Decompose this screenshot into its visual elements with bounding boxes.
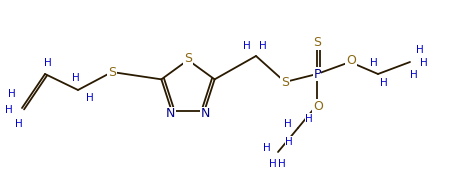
Text: H: H (305, 114, 313, 124)
Text: O: O (313, 100, 323, 113)
Text: H: H (44, 58, 52, 68)
Text: S: S (184, 53, 192, 66)
Text: H: H (370, 58, 378, 68)
Text: H: H (86, 93, 94, 103)
Text: N: N (201, 107, 210, 120)
Text: O: O (346, 55, 356, 68)
Text: H: H (410, 70, 418, 80)
Text: H: H (416, 45, 424, 55)
Text: H: H (269, 159, 277, 169)
Text: H: H (259, 41, 267, 51)
Text: H: H (380, 78, 388, 88)
Text: H: H (284, 119, 292, 129)
Text: P: P (313, 68, 321, 81)
Text: H: H (72, 73, 80, 83)
Text: S: S (281, 76, 289, 89)
Text: H: H (285, 137, 293, 147)
Text: H: H (243, 41, 251, 51)
Text: H: H (278, 159, 286, 169)
Text: H: H (263, 143, 271, 153)
Text: S: S (313, 36, 321, 49)
Text: H: H (8, 89, 16, 99)
Text: H: H (15, 119, 23, 129)
Text: S: S (108, 66, 116, 79)
Text: H: H (420, 58, 428, 68)
Text: N: N (166, 107, 175, 120)
Text: H: H (5, 105, 13, 115)
